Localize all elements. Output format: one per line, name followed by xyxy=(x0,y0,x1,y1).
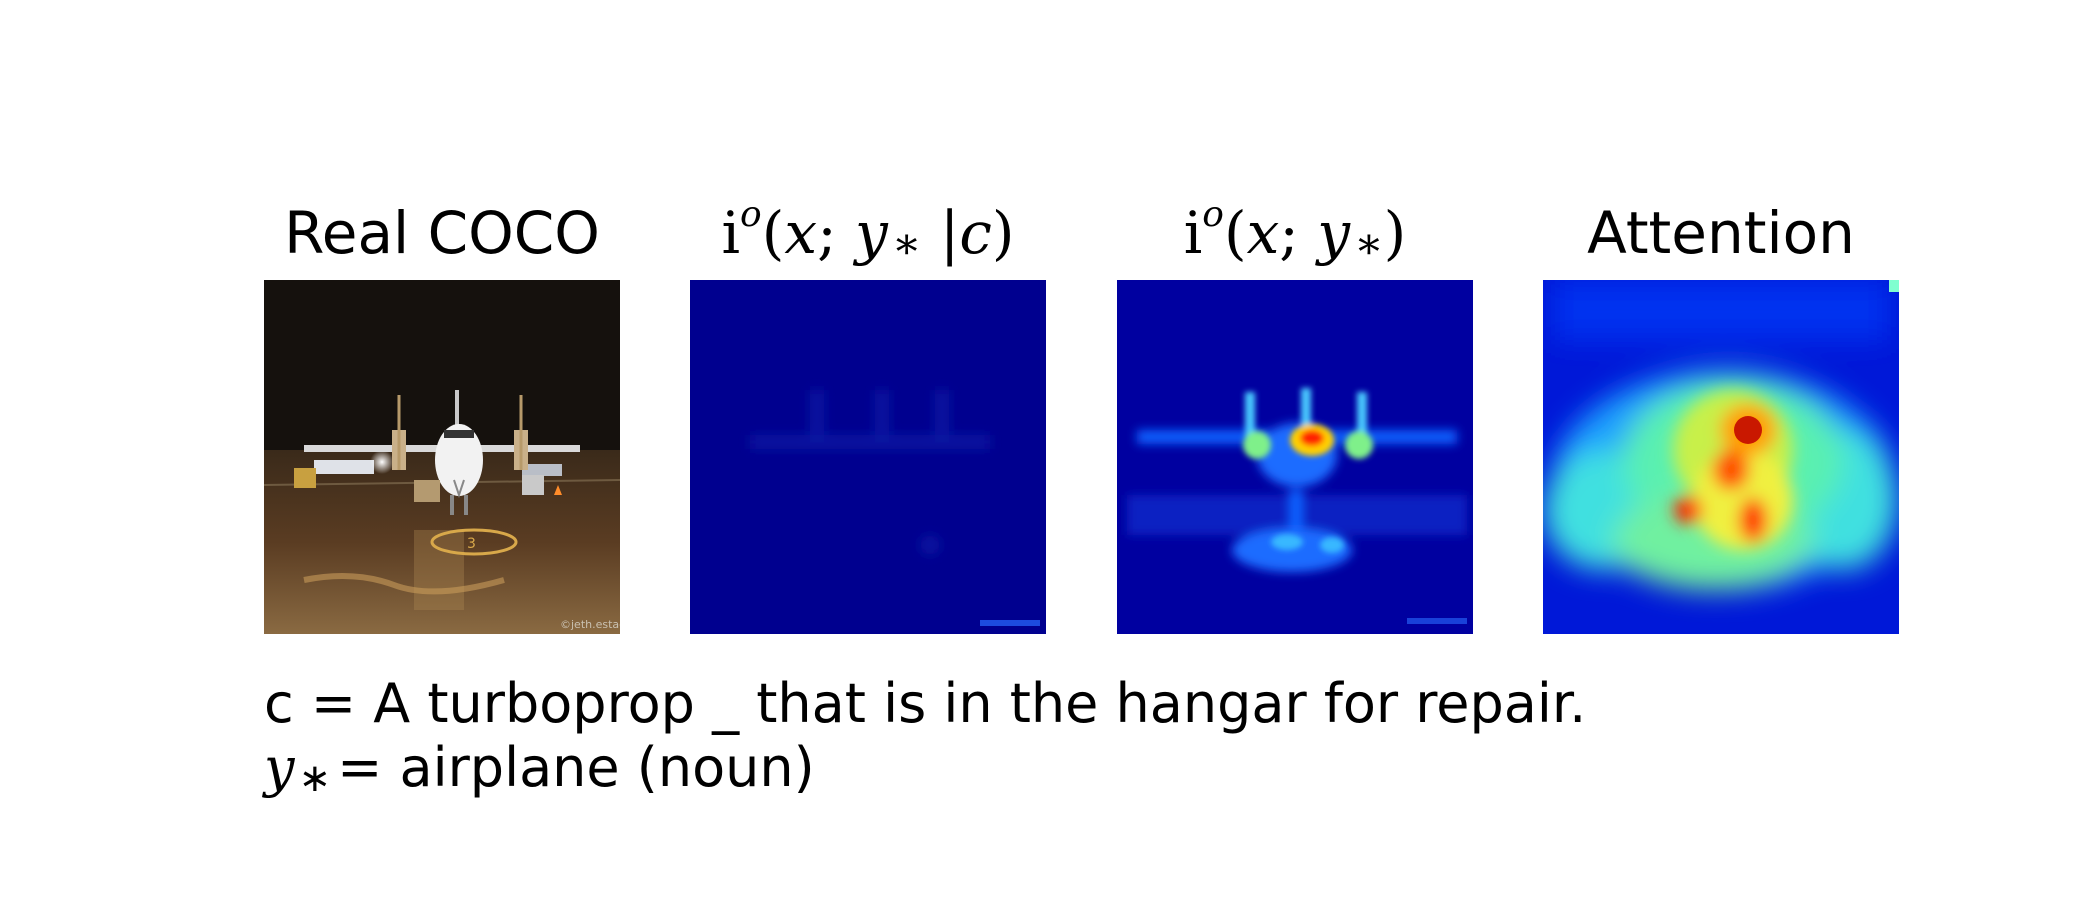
photo-watermark: ©jeth.estacio xyxy=(560,618,620,631)
info-superscript: o xyxy=(1202,194,1224,236)
var-y-sub: ∗ xyxy=(891,219,922,270)
conditional-info-heatmap xyxy=(690,280,1046,634)
caption-target-word: y ∗ = airplane (noun) xyxy=(264,736,815,801)
var-y: y xyxy=(1317,199,1351,267)
info-superscript: o xyxy=(740,194,762,236)
panel-title-attention: Attention xyxy=(1587,199,1855,267)
info-heatmap xyxy=(1117,280,1473,634)
attention-heatmap xyxy=(1543,280,1899,634)
context-label: c xyxy=(264,672,294,735)
word-label: y xyxy=(264,736,295,799)
word-text: airplane (noun) xyxy=(399,736,815,799)
var-x: x xyxy=(784,199,818,267)
panel-title-conditional-info: io(x; y∗ |c) xyxy=(721,194,1015,270)
context-text: A turboprop _ that is in the hangar for … xyxy=(373,672,1587,735)
real-coco-photo: 3 ©jeth.estacio xyxy=(264,280,620,634)
var-c: c xyxy=(959,199,992,267)
info-symbol: i xyxy=(1183,199,1203,267)
word-label-sub: ∗ xyxy=(298,755,332,801)
var-x: x xyxy=(1246,199,1280,267)
info-symbol: i xyxy=(721,199,741,267)
var-y-sub: ∗ xyxy=(1354,219,1384,270)
panel-title-info: io(x; y∗) xyxy=(1183,194,1407,270)
var-y: y xyxy=(855,199,888,267)
svg-text:3: 3 xyxy=(467,536,476,552)
caption-context: c = A turboprop _ that is in the hangar … xyxy=(264,672,1587,735)
panel-title-real-coco: Real COCO xyxy=(284,199,600,267)
